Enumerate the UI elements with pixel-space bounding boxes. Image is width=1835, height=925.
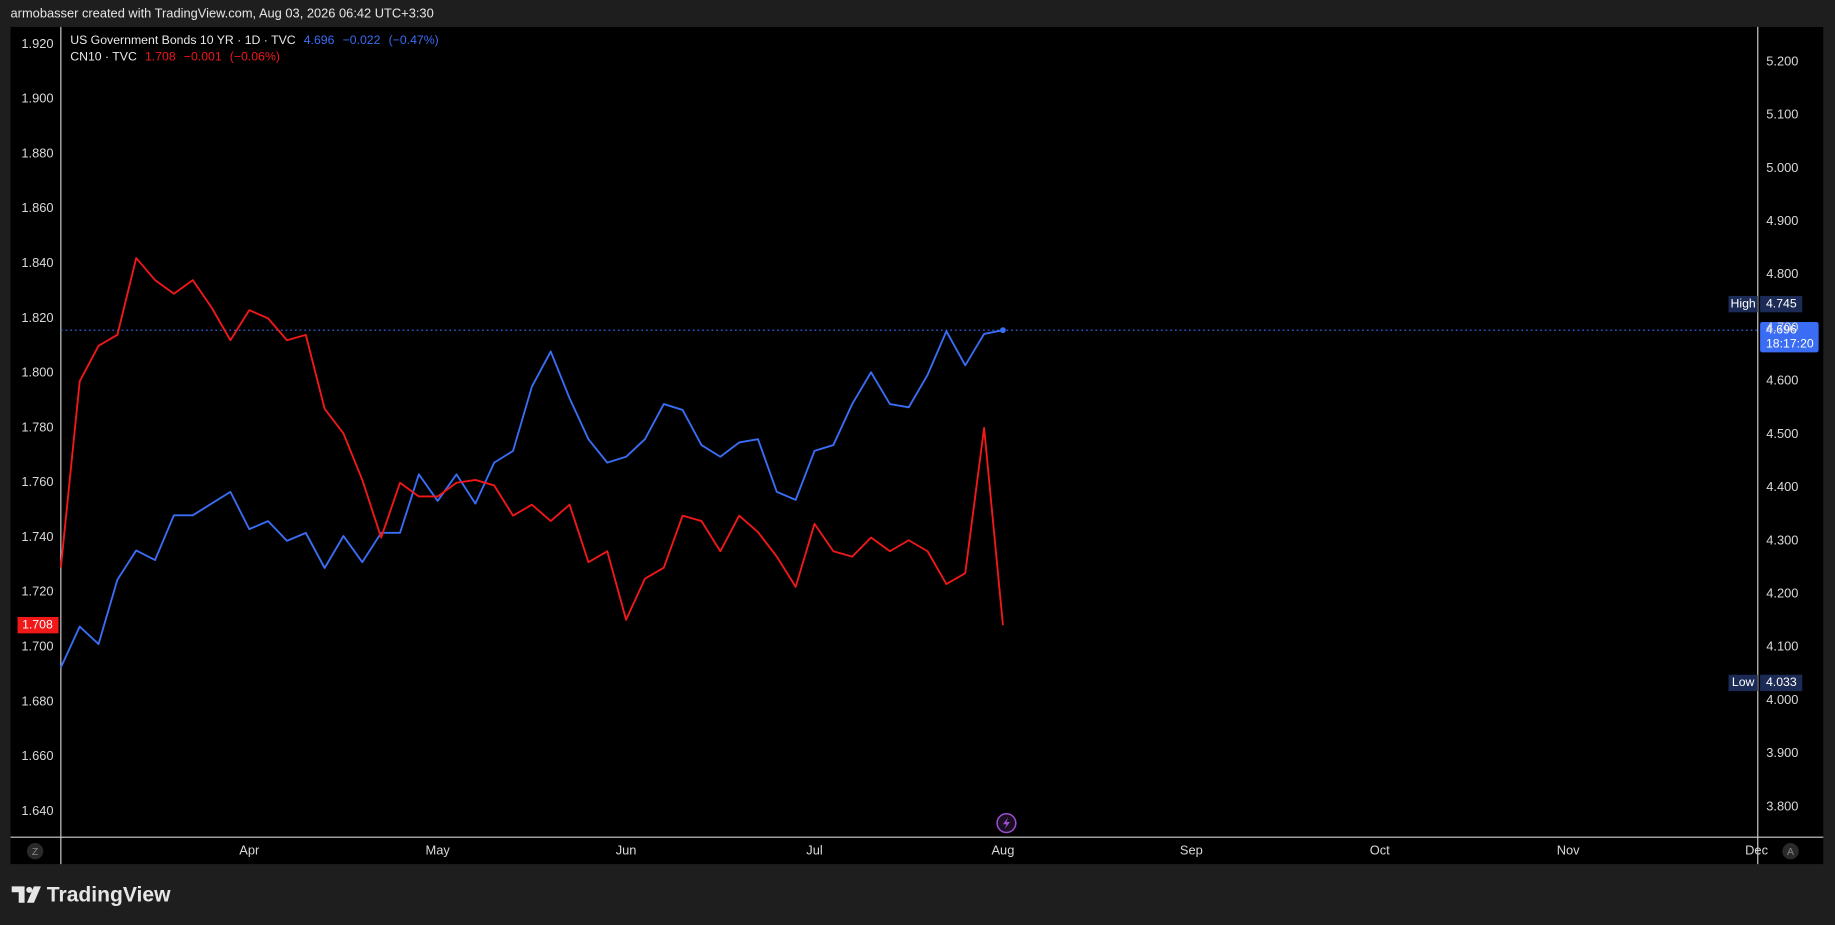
x-tick-label: Aug <box>991 843 1014 858</box>
x-tick-label: May <box>426 843 451 858</box>
y-tick-label: 1.660 <box>21 748 53 763</box>
x-tick-label: Nov <box>1557 843 1580 858</box>
y-tick-label: 1.680 <box>21 693 53 708</box>
y2-tick-label: 4.000 <box>1766 692 1798 707</box>
series-line <box>60 329 1004 668</box>
x-tick-label: Apr <box>239 843 260 858</box>
y-tick-label: 1.720 <box>21 584 53 599</box>
last-point <box>1000 327 1006 334</box>
countdown: 18:17:20 <box>1766 336 1814 350</box>
y-tick-label: 1.700 <box>21 638 53 653</box>
y2-tick-label: 4.100 <box>1766 639 1798 654</box>
y2-tick-label: 5.200 <box>1766 53 1798 68</box>
high-value: 4.745 <box>1766 296 1797 310</box>
high-label: High <box>1731 296 1756 310</box>
zoom-button-label[interactable]: Z <box>32 846 39 858</box>
y-tick-label: 1.760 <box>21 474 53 489</box>
low-value: 4.033 <box>1766 675 1797 689</box>
legend-last: 1.708 <box>145 50 176 64</box>
legend-change: −0.022 <box>343 33 381 47</box>
y-tick-label: 1.880 <box>21 145 53 160</box>
x-tick-label: Jul <box>806 843 822 858</box>
auto-button-label[interactable]: A <box>1787 846 1794 858</box>
y2-tick-label: 4.900 <box>1766 213 1798 228</box>
y-tick-label: 1.800 <box>21 365 53 380</box>
y2-tick-label: 4.300 <box>1766 532 1798 547</box>
brand-logo <box>11 886 41 903</box>
low-label: Low <box>1732 675 1755 689</box>
y2-tick-label: 3.800 <box>1766 798 1798 813</box>
low-label-box <box>1728 674 1758 692</box>
legend-name: US Government Bonds 10 YR · 1D · TVC <box>70 33 296 47</box>
price-tag <box>17 616 59 634</box>
event-icon[interactable] <box>996 813 1017 834</box>
logo-part <box>11 886 25 903</box>
y-tick-label: 1.840 <box>21 255 53 270</box>
chart-panel <box>10 26 1824 865</box>
price-tag-value: 4.696 <box>1766 322 1797 336</box>
y2-tick-label: 5.000 <box>1766 160 1798 175</box>
price-tag-value: 1.708 <box>22 617 53 631</box>
legend-name: CN10 · TVC <box>70 50 137 64</box>
legend-us10: US Government Bonds 10 YR · 1D · TVC 4.6… <box>70 33 439 47</box>
y2-tick-label: 4.700 <box>1766 319 1798 334</box>
legend-change-pct: (−0.47%) <box>389 33 439 47</box>
zoom-button[interactable] <box>26 843 44 860</box>
x-tick-label: Oct <box>1370 843 1390 858</box>
y-tick-label: 1.780 <box>21 419 53 434</box>
y2-tick-label: 5.100 <box>1766 107 1798 122</box>
y-tick-label: 1.740 <box>21 529 53 544</box>
y-tick-label: 1.820 <box>21 310 53 325</box>
y2-tick-label: 4.600 <box>1766 373 1798 388</box>
price-tag <box>1760 321 1819 353</box>
legend-change-pct: (−0.06%) <box>230 50 280 64</box>
lightning <box>1002 817 1010 829</box>
plot-marks <box>59 257 1758 668</box>
y2-tick-label: 4.200 <box>1766 585 1798 600</box>
high-label-box <box>1728 295 1758 313</box>
y2-tick-label: 4.800 <box>1766 266 1798 281</box>
legend-change: −0.001 <box>184 50 222 64</box>
y-tick-label: 1.640 <box>21 803 53 818</box>
high-tag <box>1760 295 1803 313</box>
legend-cn10: CN10 · TVC 1.708 −0.001 (−0.06%) <box>70 50 280 64</box>
y-tick-label: 1.920 <box>21 36 53 51</box>
brand-name: TradingView <box>47 883 171 906</box>
y2-tick-label: 3.900 <box>1766 745 1798 760</box>
legend-last: 4.696 <box>304 33 335 47</box>
series-line <box>59 257 1004 626</box>
x-tick-label: Jun <box>616 843 637 858</box>
logo-part <box>26 886 33 893</box>
y-tick-label: 1.860 <box>21 200 53 215</box>
y2-tick-label: 4.400 <box>1766 479 1798 494</box>
y-tick-label: 1.900 <box>21 91 53 106</box>
x-tick-label: Sep <box>1180 843 1203 858</box>
header-text: armobasser created with TradingView.com,… <box>11 5 434 20</box>
x-tick-label: Dec <box>1745 843 1768 858</box>
logo-part <box>26 886 41 903</box>
low-tag <box>1760 674 1803 692</box>
auto-button[interactable] <box>1782 843 1799 860</box>
y2-tick-label: 4.500 <box>1766 426 1798 441</box>
